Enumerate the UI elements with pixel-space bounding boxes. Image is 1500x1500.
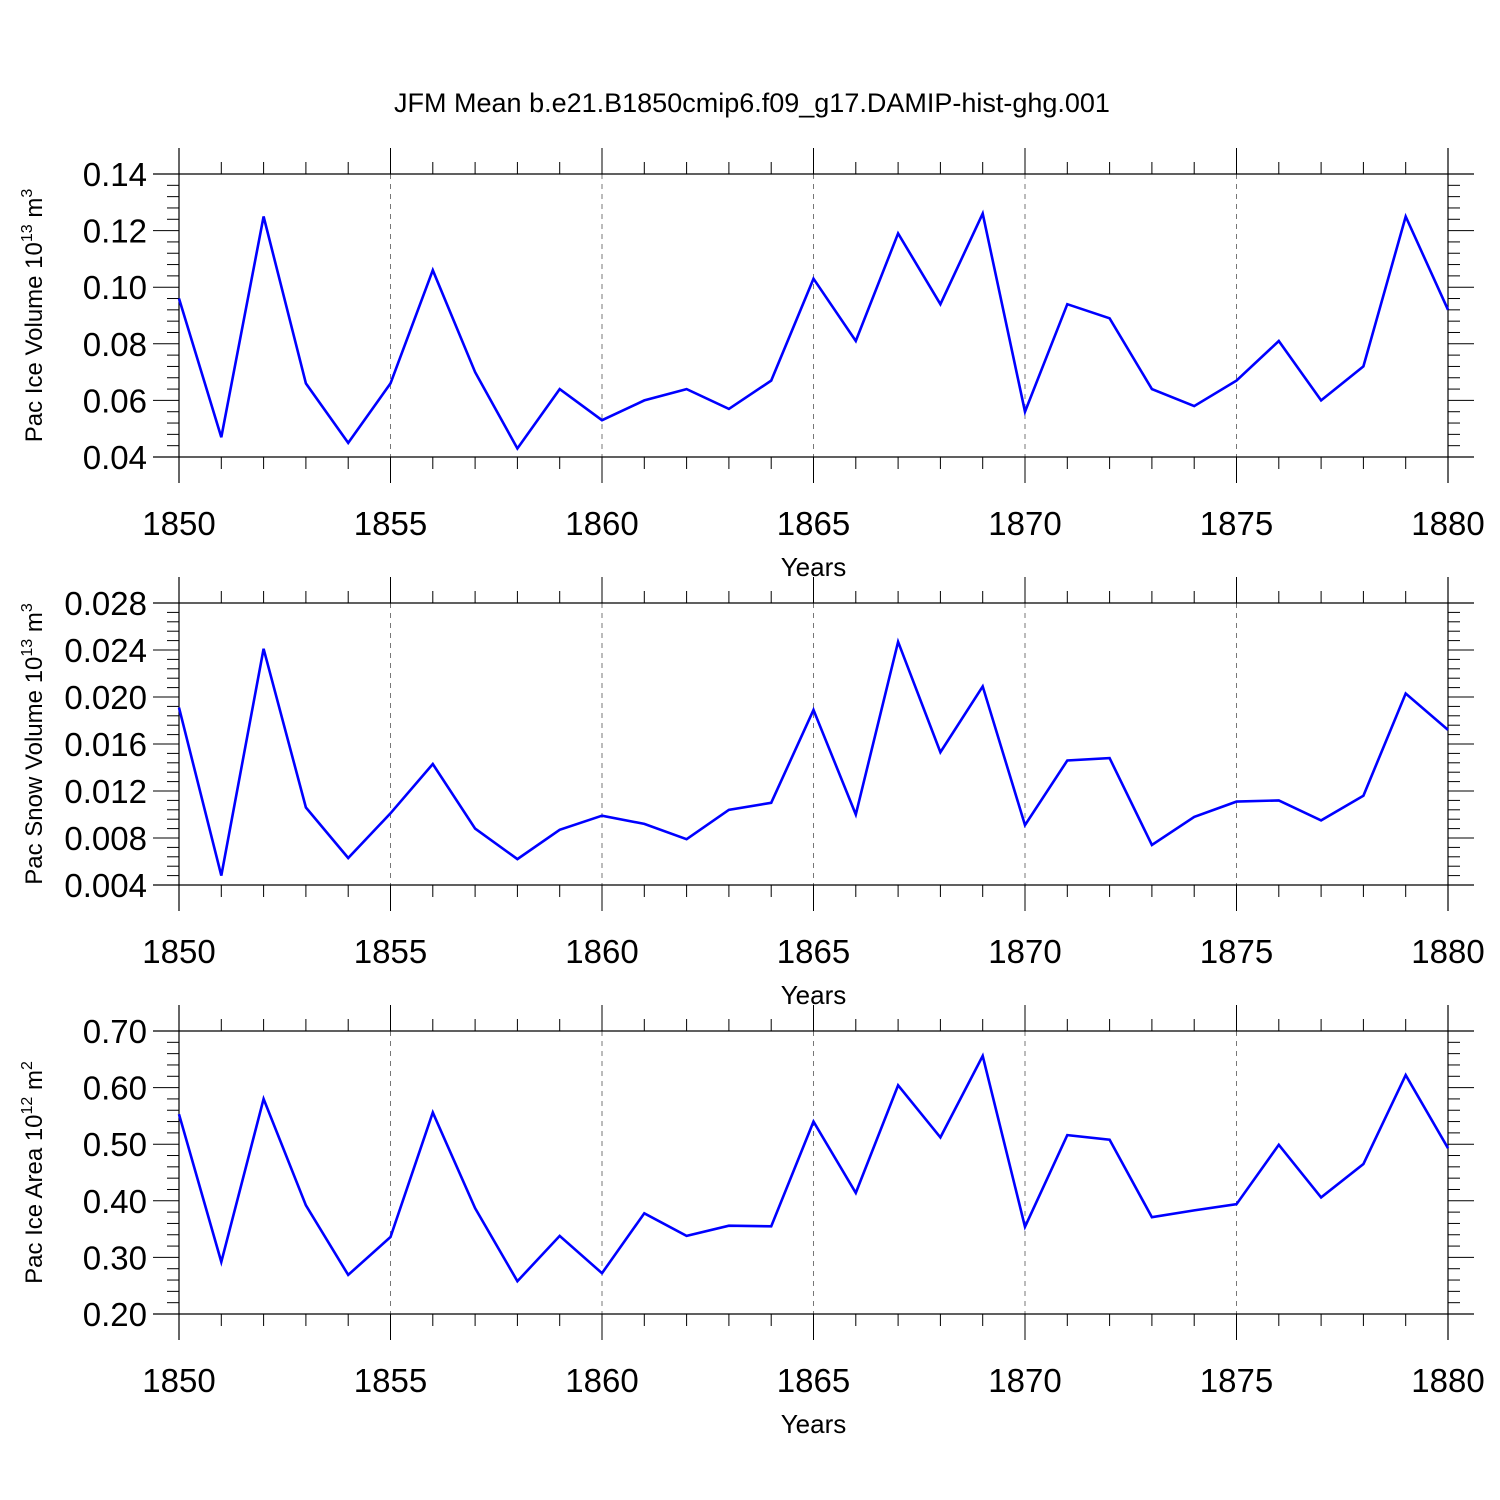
y-tick-label: 0.020 (64, 679, 147, 716)
x-tick-label: 1870 (988, 933, 1061, 970)
y-tick-label: 0.024 (64, 632, 147, 669)
y-tick-label: 0.04 (83, 439, 147, 476)
y-tick-label: 0.40 (83, 1183, 147, 1220)
x-tick-label: 1870 (988, 505, 1061, 542)
series-line (177, 209, 1450, 451)
y-tick-label: 0.30 (83, 1239, 147, 1276)
x-tick-label: 1865 (777, 933, 850, 970)
y-tick-label: 0.50 (83, 1126, 147, 1163)
y-tick-label: 0.20 (83, 1296, 147, 1333)
y-tick-label: 0.012 (64, 773, 147, 810)
x-tick-label: 1855 (354, 1362, 427, 1399)
x-tick-label: 1880 (1411, 505, 1484, 542)
y-tick-label: 0.008 (64, 820, 147, 857)
y-axis-title: Pac Ice Volume 1013 m3 (19, 189, 48, 443)
y-tick-label: 0.10 (83, 269, 147, 306)
x-tick-label: 1875 (1200, 505, 1273, 542)
x-tick-label: 1860 (565, 505, 638, 542)
y-tick-label: 0.70 (83, 1013, 147, 1050)
x-tick-label: 1850 (142, 933, 215, 970)
y-tick-label: 0.028 (64, 585, 147, 622)
y-tick-label: 0.14 (83, 156, 147, 193)
panel-1: 1850 1855 1860 1865 1870 1875 1880Years0.040.0… (19, 148, 1485, 582)
panels: 1850 1855 1860 1865 1870 1875 1880 Years 0.04 0.0… (19, 148, 1485, 1439)
y-axis-title: Pac Snow Volume 1013 m3 (19, 603, 48, 885)
y-tick-label: 0.60 (83, 1070, 147, 1107)
y-tick-label: 0.12 (83, 213, 147, 250)
y-tick-label: 0.004 (64, 867, 147, 904)
y-axis-title: Pac Ice Area 1012 m2 (19, 1061, 48, 1284)
x-tick-label: 1855 (354, 933, 427, 970)
x-tick-label: 1865 (777, 1362, 850, 1399)
y-tick-label: 0.016 (64, 726, 147, 763)
x-tick-label: 1875 (1200, 1362, 1273, 1399)
panel-2: 1850 1855 1860 1865 1870 1875 1880Years0.0040.… (19, 577, 1485, 1010)
x-tick-label: 1880 (1411, 1362, 1484, 1399)
x-tick-label: 1880 (1411, 933, 1484, 970)
x-tick-label: 1850 (142, 1362, 215, 1399)
panel-3: 1850 1855 1860 1865 1870 1875 1880 Years 0.20 0.3… (19, 1005, 1485, 1439)
x-axis-title: Years (781, 1409, 847, 1439)
x-tick-label: 1875 (1200, 933, 1273, 970)
y-tick-label: 0.08 (83, 326, 147, 363)
series-line (177, 637, 1449, 876)
y-tick-label: 0.06 (83, 382, 147, 419)
x-tick-label: 1865 (777, 505, 850, 542)
x-tick-label: 1860 (565, 1362, 638, 1399)
x-tick-label: 1850 (142, 505, 215, 542)
x-tick-label: 1870 (988, 1362, 1061, 1399)
series-line (177, 1052, 1450, 1284)
chart-title: JFM Mean b.e21.B1850cmip6.f09_g17.DAMIP-… (394, 88, 1110, 118)
x-tick-label: 1855 (354, 505, 427, 542)
x-tick-label: 1860 (565, 933, 638, 970)
